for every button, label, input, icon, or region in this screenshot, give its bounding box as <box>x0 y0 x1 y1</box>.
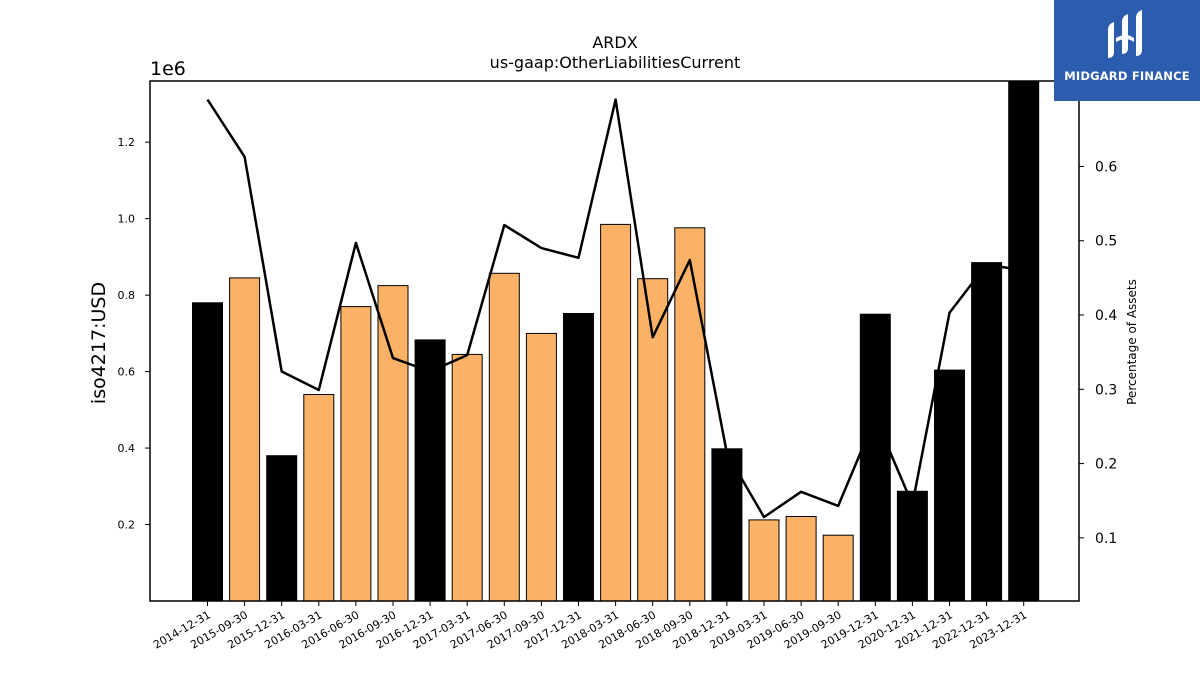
y-tick-label: 0.8 <box>118 289 136 302</box>
bar-2018-09-30 <box>674 227 706 602</box>
bar-2017-09-30 <box>525 332 557 602</box>
y2-axis: 0.1 0.2 0.3 0.4 0.5 0.6 <box>1079 159 1117 547</box>
bar-2019-12-31 <box>859 313 891 602</box>
y2-tick-label: 0.1 <box>1095 531 1117 547</box>
y-tick-label: 0.6 <box>118 366 136 379</box>
brand-logo: MIDGARD FINANCE <box>1054 0 1200 101</box>
bar-2019-03-31 <box>748 519 780 602</box>
bar-2021-12-31 <box>934 369 965 602</box>
bar-series <box>192 80 1040 602</box>
bar-2016-09-30 <box>377 285 409 602</box>
y-offset-label: 1e6 <box>150 58 186 80</box>
bar-2016-06-30 <box>340 306 372 602</box>
y2-tick-label: 0.3 <box>1095 382 1117 398</box>
y2-tick-label: 0.5 <box>1095 234 1117 250</box>
y-tick-label: 0.2 <box>118 519 136 532</box>
y2-axis-label: Percentage of Assets <box>1125 279 1139 405</box>
y2-tick-label: 0.4 <box>1095 308 1117 324</box>
midgard-logo-icon <box>1108 10 1142 58</box>
bar-2015-12-31 <box>266 455 298 602</box>
bar-2015-09-30 <box>229 277 261 602</box>
bar-2019-09-30 <box>822 534 854 602</box>
y-tick-label: 0.4 <box>118 442 136 455</box>
bar-2018-06-30 <box>637 278 669 602</box>
bar-2017-06-30 <box>488 272 520 602</box>
bar-2020-12-31 <box>896 490 928 602</box>
x-axis: 2014-12-312015-09-302015-12-312016-03-31… <box>151 601 1029 652</box>
plot-frame <box>149 80 1080 602</box>
bar-2018-12-31 <box>711 448 743 602</box>
y-tick-label: 1.0 <box>118 213 136 226</box>
bar-2017-12-31 <box>563 313 594 602</box>
chart-title: ARDX <box>592 33 637 52</box>
y-axis-label: iso4217:USD <box>88 282 110 404</box>
bar-2022-12-31 <box>971 262 1003 602</box>
bar-2014-12-31 <box>192 302 223 602</box>
bar-2016-12-31 <box>414 339 446 602</box>
y-tick-label: 1.2 <box>118 136 136 149</box>
bar-2019-06-30 <box>785 516 817 602</box>
bar-2016-03-31 <box>303 394 335 602</box>
chart-subtitle: us-gaap:OtherLiabilitiesCurrent <box>490 53 741 72</box>
y-axis: 0.2 0.4 0.6 0.8 1.0 1.2 <box>118 136 150 532</box>
bar-2017-03-31 <box>451 353 483 602</box>
percentage-line <box>206 98 1024 519</box>
y2-tick-label: 0.6 <box>1095 159 1117 175</box>
y2-tick-label: 0.2 <box>1095 457 1117 473</box>
bar-2023-12-31 <box>1008 80 1040 602</box>
logo-text: MIDGARD FINANCE <box>1064 69 1190 83</box>
bar-2018-03-31 <box>600 223 632 602</box>
